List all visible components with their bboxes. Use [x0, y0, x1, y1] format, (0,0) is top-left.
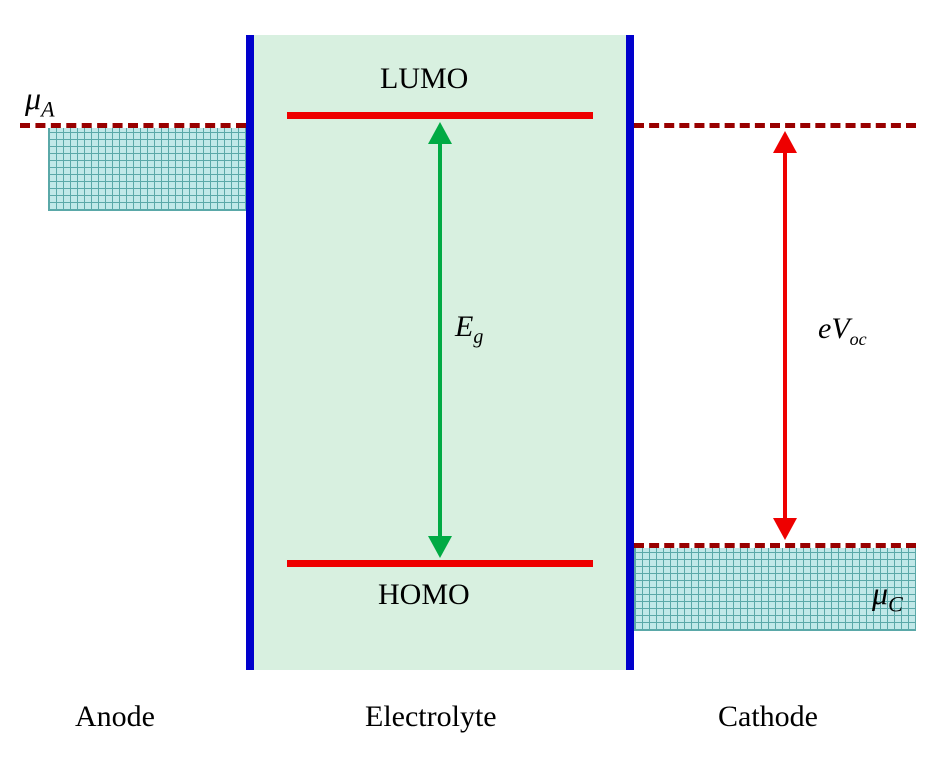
- homo-label: HOMO: [378, 578, 470, 612]
- eg-arrow-down-head: [428, 536, 452, 558]
- evoc-e: e: [818, 312, 831, 345]
- mu-c-mu: μ: [872, 575, 888, 611]
- mu-c-label: μC: [872, 575, 903, 617]
- eg-arrow-line: [438, 140, 442, 540]
- mu-a-label: μA: [25, 80, 55, 122]
- electrolyte-text: Electrolyte: [365, 700, 497, 733]
- mu-a-mu: μ: [25, 80, 41, 116]
- blue-line-left: [246, 35, 254, 670]
- anode-label: Anode: [75, 700, 155, 734]
- lumo-bar: [287, 112, 593, 119]
- anode-text: Anode: [75, 700, 155, 733]
- evoc-arrow-down-head: [773, 518, 797, 540]
- homo-bar: [287, 560, 593, 567]
- evoc-v: V: [831, 312, 849, 345]
- lumo-text: LUMO: [380, 62, 468, 95]
- mu-c-sub: C: [888, 591, 903, 616]
- eg-label: Eg: [455, 310, 483, 349]
- eg-sub: g: [473, 326, 483, 348]
- evoc-arrow-up-head: [773, 131, 797, 153]
- cathode-text: Cathode: [718, 700, 818, 733]
- electrolyte-label: Electrolyte: [365, 700, 497, 734]
- mu-a-sub: A: [41, 96, 54, 121]
- evoc-label: eVoc: [818, 312, 867, 350]
- energy-diagram: LUMO HOMO Eg μA μC eVoc Anode Elec: [0, 0, 940, 760]
- dash-anode-right: [634, 123, 916, 128]
- cathode-label: Cathode: [718, 700, 818, 734]
- eg-e: E: [455, 310, 473, 343]
- anode-box: [48, 128, 246, 211]
- homo-text: HOMO: [378, 578, 470, 611]
- evoc-arrow-line: [783, 149, 787, 522]
- lumo-label: LUMO: [380, 62, 468, 96]
- evoc-sub: oc: [850, 329, 867, 349]
- blue-line-right: [626, 35, 634, 670]
- eg-arrow-up-head: [428, 122, 452, 144]
